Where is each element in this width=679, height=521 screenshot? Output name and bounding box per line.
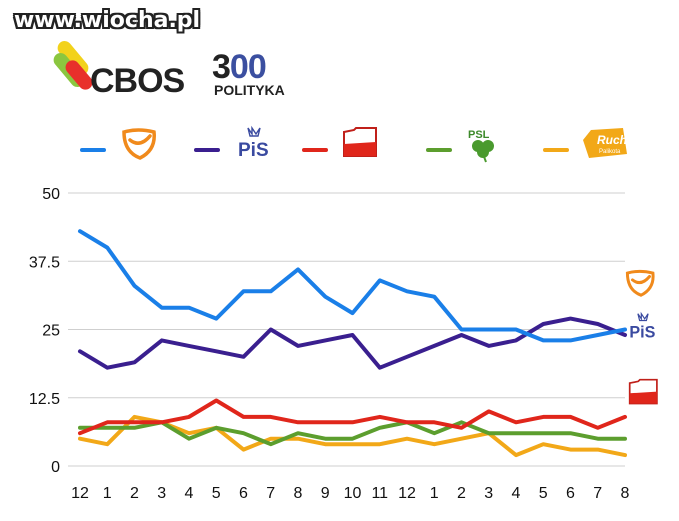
x-axis: 12 1 2 3 4 5 6 7 8 9 10 11 12 1 2 3 4 5 6 7 8 <box>71 485 629 502</box>
x-tick-label: 8 <box>621 485 630 502</box>
series-lines <box>78 229 627 458</box>
cbos-logo-icon <box>53 41 93 90</box>
x-tick-label: 12 <box>398 485 416 502</box>
series-line-po <box>78 229 627 343</box>
watermark: www.wiocha.pl <box>14 8 201 33</box>
x-tick-label: 11 <box>371 485 388 502</box>
x-tick-label: 7 <box>593 485 602 502</box>
legend-entry-sld <box>302 127 377 157</box>
x-tick-label: 2 <box>457 485 466 502</box>
legend: PiS PSL Ruch Palikota <box>80 125 627 163</box>
pis-logo-text: PiS <box>238 140 269 161</box>
psl-logo-icon: PSL <box>468 129 494 163</box>
brand-300-digit-1: 3 <box>212 48 231 86</box>
ruch-logo-subtext: Palikota <box>599 149 621 155</box>
series-line-pis <box>78 316 627 370</box>
end-logos: PiS <box>625 269 658 405</box>
x-tick-label: 1 <box>103 485 112 502</box>
brand-300: 300 <box>212 48 267 87</box>
legend-entry-psl: PSL <box>426 129 494 163</box>
legend-entry-po <box>80 128 156 160</box>
series-line-psl <box>78 420 627 447</box>
ruch-logo-icon: Ruch Palikota <box>583 128 627 158</box>
x-tick-label: 6 <box>239 485 248 502</box>
x-tick-label: 3 <box>484 485 493 502</box>
pis-logo-text: PiS <box>629 324 655 342</box>
y-tick-label: 0 <box>51 459 60 476</box>
legend-entry-ruch: Ruch Palikota <box>543 128 627 158</box>
sld-logo-icon <box>628 378 658 405</box>
x-tick-label: 4 <box>512 485 521 502</box>
x-tick-label: 5 <box>539 485 548 502</box>
x-tick-label: 5 <box>212 485 221 502</box>
x-tick-label: 6 <box>566 485 575 502</box>
x-tick-label: 12 <box>71 485 89 502</box>
x-tick-label: 3 <box>157 485 166 502</box>
legend-entry-pis: PiS <box>194 125 269 161</box>
polityka-label: POLITYKA <box>214 82 285 98</box>
x-tick-label: 10 <box>344 485 362 502</box>
x-tick-label: 7 <box>266 485 275 502</box>
y-axis: 50 37.5 25 12.5 0 <box>29 186 60 476</box>
pis-logo-icon: PiS <box>629 311 656 342</box>
y-tick-label: 50 <box>42 186 60 203</box>
y-tick-label: 25 <box>42 323 60 340</box>
x-tick-label: 2 <box>130 485 139 502</box>
x-tick-label: 9 <box>321 485 330 502</box>
brand-300-digit-2: 0 <box>229 48 249 86</box>
psl-logo-text: PSL <box>468 129 490 141</box>
ruch-logo-text: Ruch <box>597 133 627 147</box>
pis-logo-icon: PiS <box>238 125 269 161</box>
brand-300-digit-3: 0 <box>247 48 267 86</box>
sld-logo-icon <box>343 127 377 157</box>
cbos-label: CBOS <box>90 62 185 100</box>
po-logo-icon <box>625 269 655 297</box>
po-logo-icon <box>122 128 156 160</box>
series-line-sld <box>78 398 627 436</box>
x-tick-label: 8 <box>294 485 303 502</box>
x-tick-label: 1 <box>430 485 439 502</box>
x-tick-label: 4 <box>185 485 194 502</box>
y-tick-label: 12.5 <box>29 391 60 408</box>
y-tick-label: 37.5 <box>29 254 60 271</box>
